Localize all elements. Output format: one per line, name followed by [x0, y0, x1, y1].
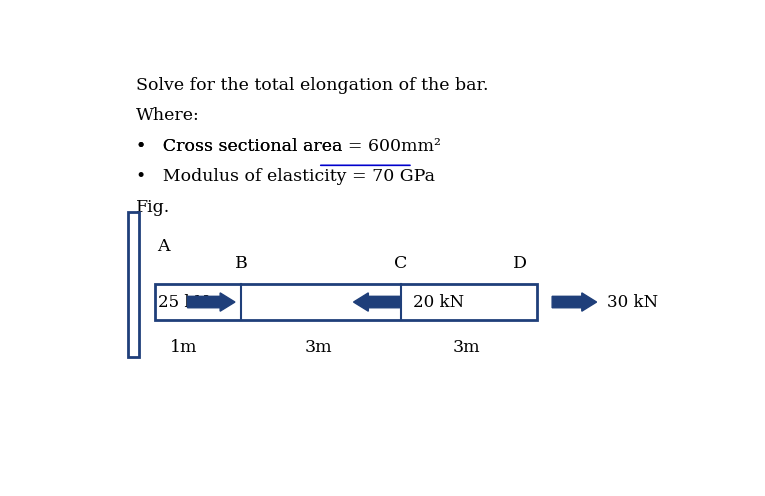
Text: C: C — [394, 255, 408, 272]
Text: D: D — [513, 255, 526, 272]
Bar — [155, 284, 537, 320]
Text: Where:: Where: — [136, 107, 200, 124]
Bar — [129, 212, 139, 358]
Text: •   Cross sectional area: • Cross sectional area — [136, 138, 348, 155]
Text: 1m: 1m — [170, 339, 197, 356]
Text: 3m: 3m — [304, 339, 332, 356]
FancyArrow shape — [353, 293, 401, 311]
Text: 30 kN: 30 kN — [607, 294, 658, 310]
Text: •   Cross sectional area = 600mm²: • Cross sectional area = 600mm² — [136, 138, 441, 155]
Text: 20 kN: 20 kN — [413, 294, 464, 310]
Text: A: A — [158, 238, 170, 255]
Text: 25 kN: 25 kN — [158, 294, 209, 310]
Text: Solve for the total elongation of the bar.: Solve for the total elongation of the ba… — [136, 77, 488, 94]
Text: Fig.: Fig. — [136, 199, 170, 216]
FancyArrow shape — [187, 293, 235, 311]
Text: •   Cross sectional area: • Cross sectional area — [0, 495, 1, 496]
Text: B: B — [235, 255, 247, 272]
FancyArrow shape — [552, 293, 597, 311]
Text: •   Modulus of elasticity = 70 GPa: • Modulus of elasticity = 70 GPa — [136, 168, 435, 186]
Text: 3m: 3m — [452, 339, 480, 356]
